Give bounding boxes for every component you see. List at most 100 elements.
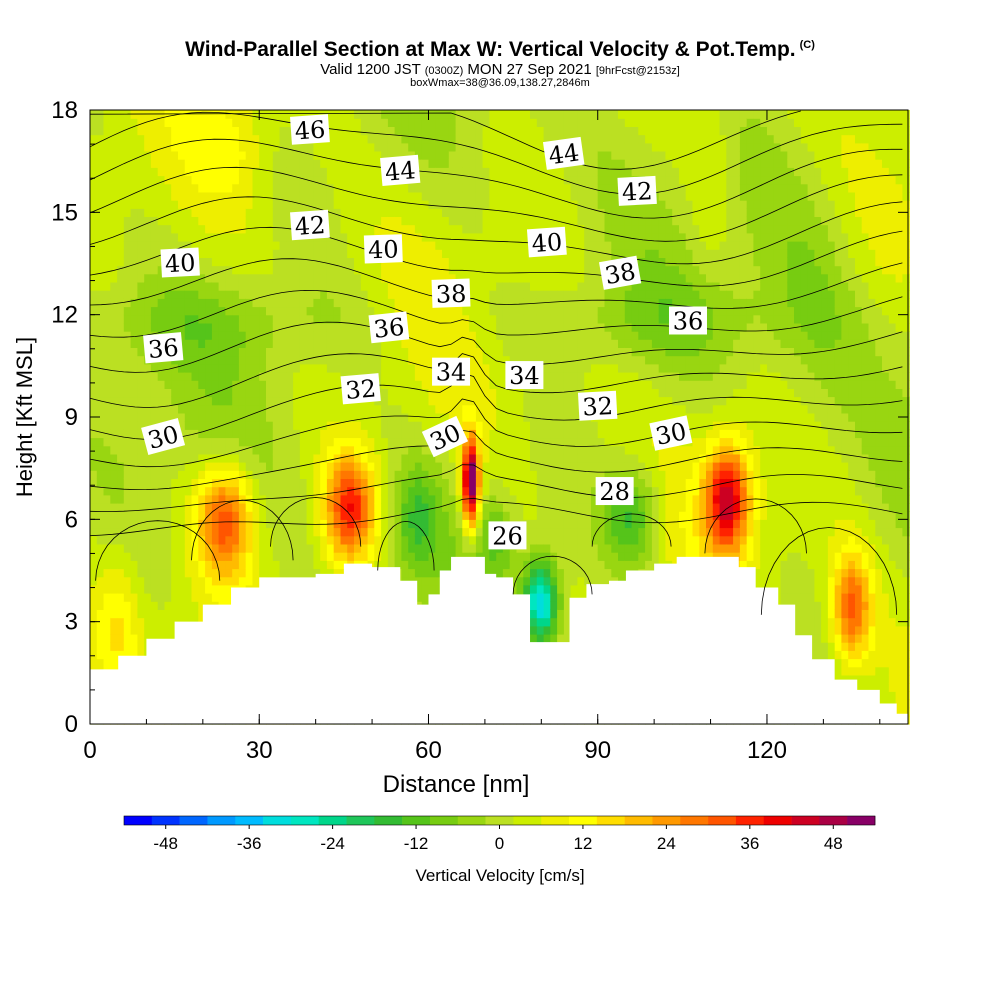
velocity-cell xyxy=(266,265,274,275)
velocity-cell xyxy=(123,118,132,127)
velocity-cell xyxy=(178,568,186,578)
velocity-cell xyxy=(286,429,294,439)
velocity-cell xyxy=(130,265,138,275)
velocity-cell xyxy=(110,503,118,512)
velocity-cell xyxy=(205,372,213,381)
velocity-cell xyxy=(489,265,497,275)
velocity-cell xyxy=(299,552,308,561)
velocity-cell xyxy=(123,249,132,258)
velocity-cell xyxy=(130,453,138,463)
velocity-cell xyxy=(360,527,369,537)
velocity-cell xyxy=(279,331,287,340)
velocity-cell xyxy=(421,372,430,381)
velocity-cell xyxy=(502,273,511,283)
velocity-cell xyxy=(286,462,294,471)
velocity-cell xyxy=(218,355,226,365)
velocity-cell xyxy=(191,150,199,160)
velocity-cell xyxy=(367,478,375,488)
velocity-cell xyxy=(360,134,369,144)
velocity-cell xyxy=(232,281,240,291)
velocity-cell xyxy=(198,306,206,316)
velocity-cell xyxy=(96,380,105,389)
velocity-cell xyxy=(536,519,545,529)
velocity-cell xyxy=(482,224,490,234)
velocity-cell xyxy=(509,134,518,144)
velocity-cell xyxy=(381,200,389,209)
velocity-cell xyxy=(123,380,132,389)
velocity-cell xyxy=(523,576,531,586)
velocity-cell xyxy=(238,224,247,234)
velocity-cell xyxy=(401,453,409,463)
velocity-cell xyxy=(191,355,199,365)
velocity-cell xyxy=(259,273,267,283)
velocity-cell xyxy=(137,183,145,193)
velocity-cell xyxy=(164,363,172,373)
velocity-cell xyxy=(489,494,497,504)
velocity-cell xyxy=(435,560,443,570)
velocity-cell xyxy=(299,462,308,471)
velocity-cell xyxy=(306,412,314,422)
velocity-cell xyxy=(96,347,105,357)
velocity-cell xyxy=(279,150,287,160)
velocity-cell xyxy=(150,486,159,496)
velocity-cell xyxy=(509,200,518,209)
velocity-cell xyxy=(130,290,138,299)
velocity-cell xyxy=(90,281,98,291)
velocity-cell xyxy=(123,241,132,250)
velocity-cell xyxy=(150,159,159,168)
velocity-cell xyxy=(225,576,233,586)
velocity-cell xyxy=(96,126,105,136)
velocity-cell xyxy=(367,110,375,119)
velocity-cell xyxy=(428,396,436,406)
velocity-cell xyxy=(394,486,402,496)
velocity-cell xyxy=(110,609,118,619)
velocity-cell xyxy=(394,453,402,463)
velocity-cell xyxy=(266,462,274,471)
velocity-cell xyxy=(137,429,145,439)
velocity-cell xyxy=(225,470,233,479)
velocity-cell xyxy=(428,347,436,357)
velocity-cell xyxy=(523,478,531,488)
velocity-cell xyxy=(191,494,199,504)
velocity-cell xyxy=(530,527,538,537)
velocity-cell xyxy=(414,232,423,242)
velocity-cell xyxy=(130,331,138,340)
velocity-cell xyxy=(279,191,287,201)
velocity-cell xyxy=(408,470,416,479)
velocity-cell xyxy=(137,232,145,242)
velocity-cell xyxy=(469,142,477,152)
velocity-cell xyxy=(354,208,362,217)
velocity-cell xyxy=(421,281,430,291)
velocity-cell xyxy=(333,191,342,201)
velocity-cell xyxy=(225,200,233,209)
velocity-cell xyxy=(164,306,172,316)
velocity-cell xyxy=(103,568,111,578)
velocity-cell xyxy=(191,273,199,283)
velocity-cell xyxy=(442,142,450,152)
velocity-cell xyxy=(232,200,240,209)
velocity-cell xyxy=(394,429,402,439)
velocity-cell xyxy=(286,191,294,201)
velocity-cell xyxy=(198,110,206,119)
velocity-cell xyxy=(137,347,145,357)
velocity-cell xyxy=(401,126,409,136)
velocity-cell xyxy=(272,281,281,291)
velocity-cell xyxy=(367,494,375,504)
velocity-cell xyxy=(502,462,511,471)
velocity-cell xyxy=(326,511,335,520)
velocity-cell xyxy=(360,290,369,299)
velocity-cell xyxy=(178,396,186,406)
velocity-cell xyxy=(259,478,267,488)
velocity-cell xyxy=(245,306,254,316)
velocity-cell xyxy=(475,527,484,537)
velocity-cell xyxy=(171,503,179,512)
velocity-cell xyxy=(448,503,457,512)
velocity-cell xyxy=(414,150,423,160)
velocity-cell xyxy=(469,290,477,299)
velocity-cell xyxy=(90,511,98,520)
velocity-cell xyxy=(178,462,186,471)
velocity-cell xyxy=(333,494,342,504)
velocity-cell xyxy=(191,380,199,389)
velocity-cell xyxy=(225,372,233,381)
velocity-cell xyxy=(218,118,226,127)
